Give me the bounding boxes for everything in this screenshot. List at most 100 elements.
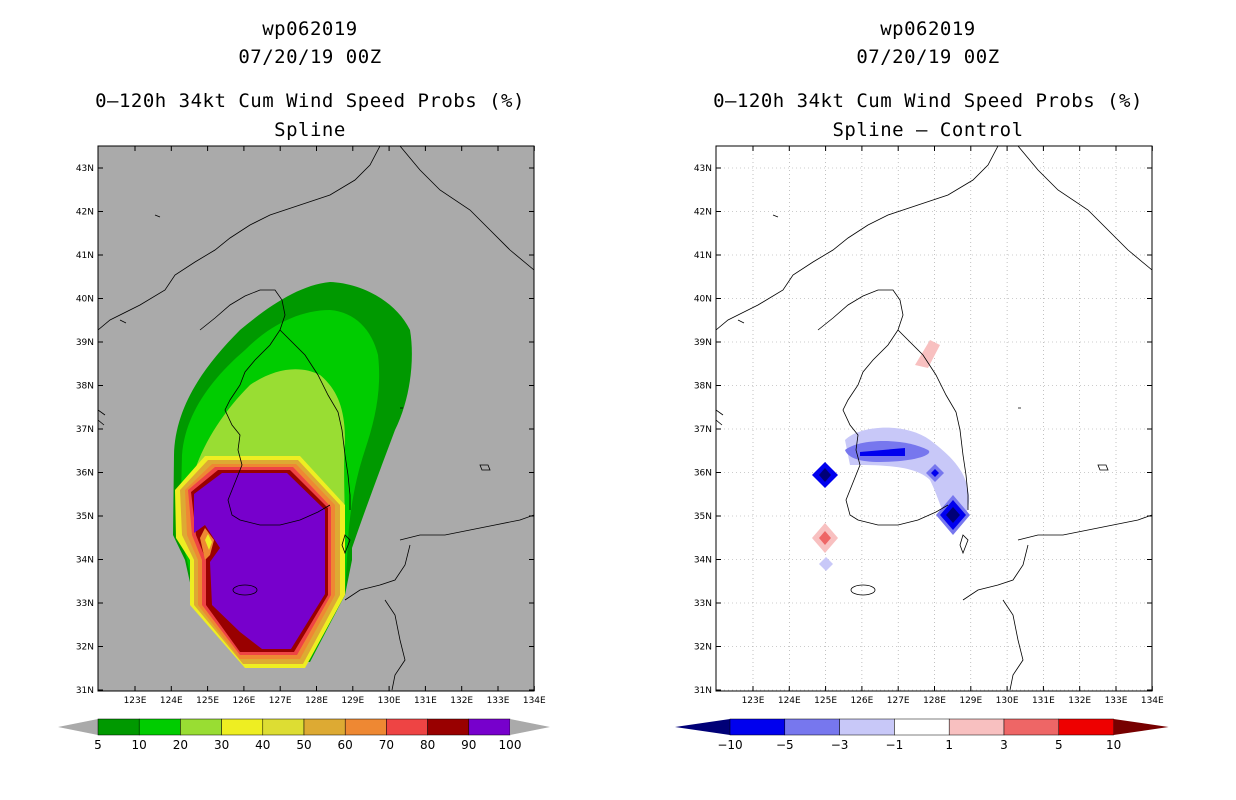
lon-label: 133E: [1105, 696, 1128, 706]
lat-label: 40N: [76, 295, 94, 305]
lat-label: 31N: [76, 686, 94, 696]
right-map-panel: 43N 42N 41N 40N 39N 38N 37N 36N 35N 34N 33N 32N 31N 1…: [694, 145, 1164, 706]
lon-label: 131E: [414, 696, 437, 706]
lat-label: 39N: [694, 338, 712, 348]
colorbar-swatch: [1003, 718, 1060, 736]
lat-label: 43N: [76, 164, 94, 174]
colorbar-label: −1: [886, 738, 904, 752]
right-coastlines: [716, 146, 1152, 691]
colorbar-swatch: [948, 718, 1005, 736]
lat-label: 32N: [76, 643, 94, 653]
lon-label: 123E: [742, 696, 765, 706]
right-title-method: Spline – Control: [832, 119, 1024, 141]
left-title-product: 0–120h 34kt Cum Wind Speed Probs (%): [95, 90, 525, 112]
lat-label: 42N: [694, 208, 712, 218]
lat-label: 38N: [76, 382, 94, 392]
lat-label: 32N: [694, 643, 712, 653]
colorbar-low-end: [675, 719, 730, 735]
lon-label: 125E: [196, 696, 219, 706]
right-title-product: 0–120h 34kt Cum Wind Speed Probs (%): [713, 90, 1143, 112]
diff-minus5-band: [860, 448, 905, 456]
colorbar-label: 10: [132, 738, 147, 752]
colorbar-label: 40: [255, 738, 270, 752]
lon-label: 124E: [160, 696, 183, 706]
left-title-method: Spline: [274, 119, 346, 141]
lon-label: 125E: [814, 696, 837, 706]
right-colorbar: −10 −5 −3 −1 1 3 5 10: [675, 718, 1169, 752]
lat-label: 34N: [694, 556, 712, 566]
left-title-storm: wp062019: [262, 18, 358, 40]
lon-label: 126E: [850, 696, 873, 706]
lat-label: 34N: [76, 556, 94, 566]
lon-label: 131E: [1032, 696, 1055, 706]
left-title-date: 07/20/19 00Z: [238, 46, 382, 68]
colorbar-label: 3: [1000, 738, 1008, 752]
lat-label: 39N: [76, 338, 94, 348]
lat-label: 36N: [76, 469, 94, 479]
colorbar-label: 60: [338, 738, 353, 752]
lat-label: 40N: [694, 295, 712, 305]
diff-negative-cell-south-core: [946, 507, 960, 523]
lon-label: 126E: [232, 696, 255, 706]
colorbar-label: 10: [1106, 738, 1121, 752]
colorbar-swatch: [180, 718, 222, 736]
lon-label: 129E: [959, 696, 982, 706]
right-map-background: [715, 145, 1153, 692]
colorbar-swatch: [386, 718, 428, 736]
colorbar-label: 30: [214, 738, 229, 752]
colorbar-high-end: [1113, 719, 1169, 735]
lat-label: 43N: [694, 164, 712, 174]
lat-label: 36N: [694, 469, 712, 479]
colorbar-label: 5: [94, 738, 102, 752]
diff-negative-cell-tiny: [819, 557, 833, 571]
left-colorbar: 5 10 20 30 40 50 60 70 80 90 100: [58, 718, 550, 752]
colorbar-swatch: [784, 718, 840, 736]
colorbar-swatch: [221, 718, 264, 736]
right-gridlines: [716, 146, 1152, 691]
lon-label: 127E: [269, 696, 292, 706]
colorbar-high-end: [510, 719, 550, 735]
colorbar-swatch: [427, 718, 470, 736]
lat-label: 37N: [694, 425, 712, 435]
left-map-panel: 43N 42N 41N 40N 39N 38N 37N 36N 35N 34N 33N 32N 31N 1…: [76, 145, 546, 706]
lon-label: 127E: [887, 696, 910, 706]
left-axis-ticks: 43N 42N 41N 40N 39N 38N 37N 36N 35N 34N 33N 32N 31N 1…: [76, 146, 546, 706]
lon-label: 128E: [923, 696, 946, 706]
lat-label: 42N: [76, 208, 94, 218]
colorbar-swatch: [729, 718, 786, 736]
colorbar-swatch: [1058, 718, 1114, 736]
left-probability-field: [98, 146, 534, 691]
lon-label: 134E: [523, 696, 546, 706]
colorbar-label: 20: [173, 738, 188, 752]
lon-label: 130E: [996, 696, 1019, 706]
lat-label: 41N: [694, 251, 712, 261]
diff-negative-cell-mid-core: [931, 469, 939, 477]
right-title-storm: wp062019: [880, 18, 976, 40]
right-axis-ticks: 43N 42N 41N 40N 39N 38N 37N 36N 35N 34N 33N 32N 31N 1…: [694, 146, 1164, 706]
colorbar-label: −3: [831, 738, 849, 752]
lat-label: 38N: [694, 382, 712, 392]
colorbar-label: −10: [717, 738, 742, 752]
lat-label: 33N: [76, 599, 94, 609]
colorbar-label: 80: [420, 738, 435, 752]
colorbar-swatch: [303, 718, 346, 736]
colorbar-label: −5: [776, 738, 794, 752]
colorbar-label: 50: [296, 738, 311, 752]
lon-label: 123E: [124, 696, 147, 706]
diff-negative-cell-west-core: [819, 468, 831, 482]
left-coastlines: [98, 146, 534, 691]
colorbar-low-end: [58, 719, 98, 735]
lon-label: 124E: [778, 696, 801, 706]
lon-label: 134E: [1141, 696, 1164, 706]
diff-positive-cell-north: [915, 340, 940, 368]
colorbar-swatch: [468, 718, 511, 736]
lat-label: 33N: [694, 599, 712, 609]
lon-label: 132E: [450, 696, 473, 706]
colorbar-swatch: [97, 718, 140, 736]
lat-label: 35N: [76, 512, 94, 522]
colorbar-label: 100: [499, 738, 522, 752]
lon-label: 132E: [1068, 696, 1091, 706]
lon-label: 133E: [487, 696, 510, 706]
lat-label: 35N: [694, 512, 712, 522]
